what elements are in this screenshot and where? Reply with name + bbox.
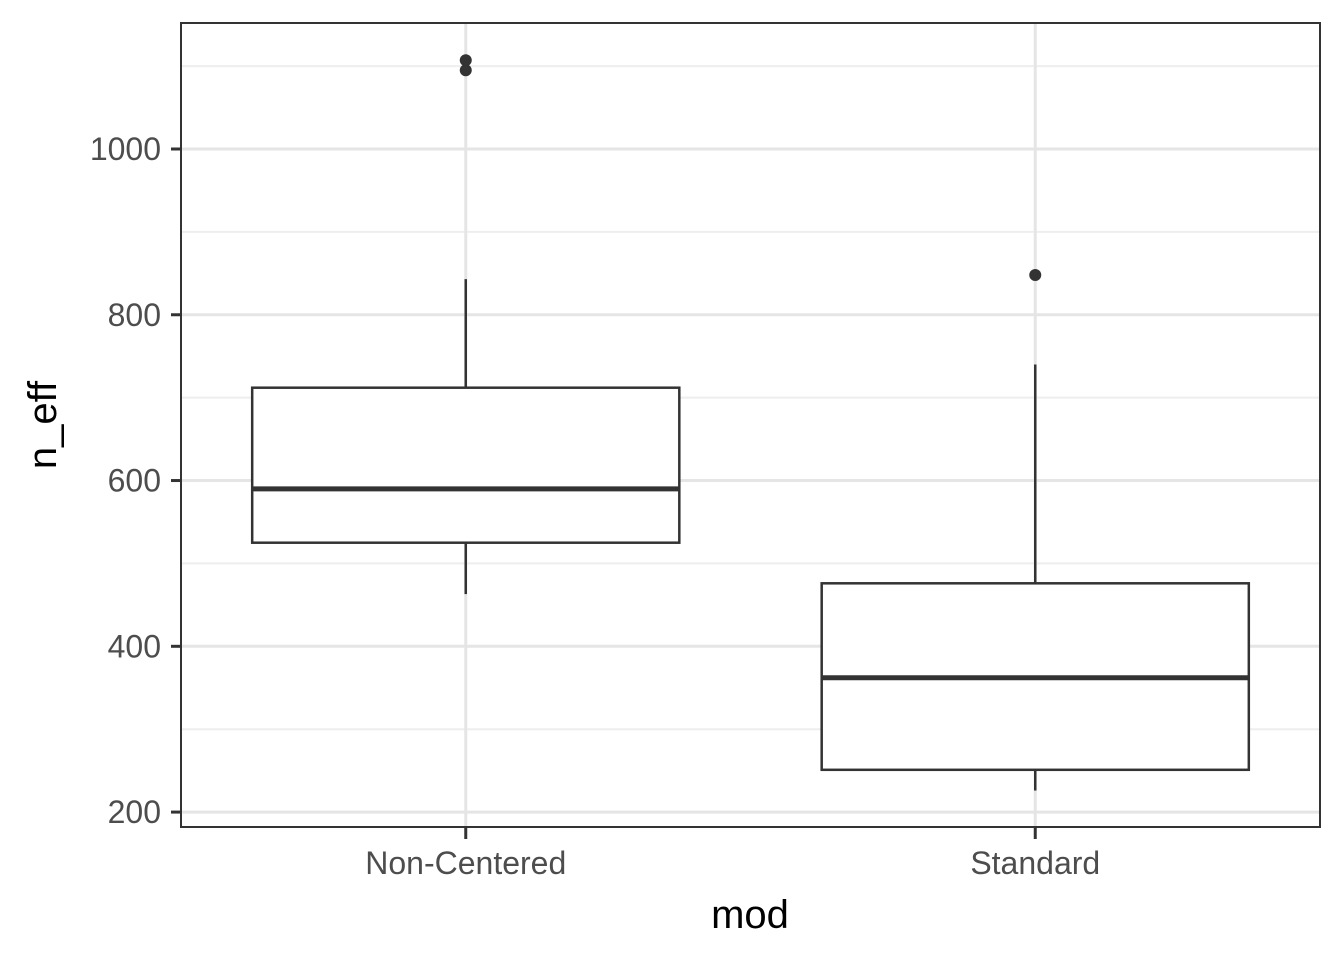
axes: 200 400 600 800 1000 Non-Centered Standard (90, 131, 1100, 881)
boxes (250, 54, 1251, 791)
box-standard (820, 268, 1251, 791)
x-axis-title: mod (711, 893, 789, 937)
x-tick-label: Non-Centered (365, 845, 566, 881)
y-tick-label: 400 (108, 628, 161, 664)
y-tick-label: 600 (108, 463, 161, 499)
y-axis-title: n_eff (21, 380, 65, 469)
outlier-point (1029, 268, 1042, 281)
iqr-box (250, 386, 681, 544)
y-tick-label: 800 (108, 297, 161, 333)
y-tick-label: 1000 (90, 131, 161, 167)
outlier-point (459, 64, 472, 77)
box-non-centered (250, 54, 681, 595)
panel-border (180, 22, 1321, 828)
y-tick-label: 200 (108, 794, 161, 830)
x-tick-label: Standard (970, 845, 1100, 881)
outlier-point (459, 54, 472, 67)
